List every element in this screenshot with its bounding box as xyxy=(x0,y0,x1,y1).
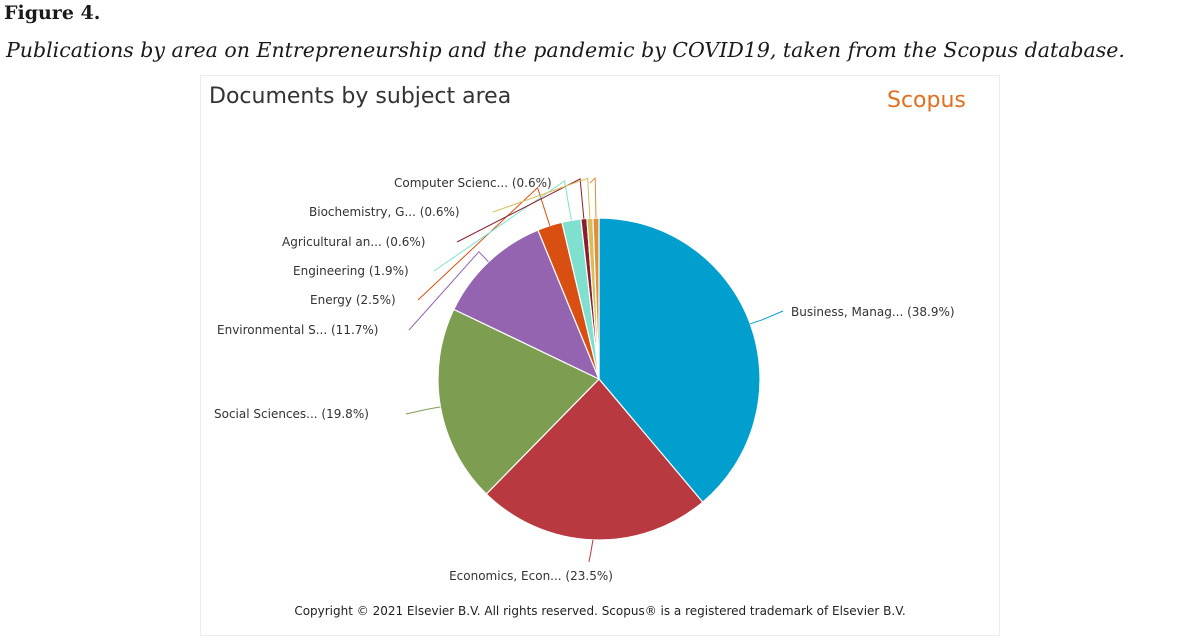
leader-line xyxy=(405,406,441,415)
pie-slice xyxy=(437,308,601,495)
slice-label: Computer Scienc... (0.6%) xyxy=(394,176,552,190)
figure-caption: Publications by area on Entrepreneurship… xyxy=(6,38,1125,62)
slice-label: Agricultural an... (0.6%) xyxy=(282,235,425,249)
slice-label: Energy (2.5%) xyxy=(310,293,396,307)
chart-title: Documents by subject area xyxy=(209,84,512,109)
leader-line xyxy=(750,310,784,325)
leader-line xyxy=(417,186,551,301)
figure-label: Figure 4. xyxy=(4,2,101,24)
slice-label: Business, Manag... (38.9%) xyxy=(791,305,955,319)
pie-slice xyxy=(453,229,601,381)
leader-line xyxy=(433,180,572,272)
slice-label: Biochemistry, G... (0.6%) xyxy=(309,205,460,219)
pie-slice xyxy=(485,378,704,541)
scopus-logo: Scopus xyxy=(887,88,966,113)
slice-label: Social Sciences... (19.8%) xyxy=(214,407,369,421)
chart-panel: Business, Manag... (38.9%) Economics, Eco… xyxy=(200,75,1000,636)
slice-label: Engineering (1.9%) xyxy=(293,264,409,278)
slice-label: Economics, Econ... (23.5%) xyxy=(449,569,613,583)
leader-line xyxy=(456,178,585,243)
copyright-notice: Copyright © 2021 Elsevier B.V. All right… xyxy=(294,604,906,618)
slice-label: Environmental S... (11.7%) xyxy=(217,323,378,337)
leader-line xyxy=(589,176,597,219)
pie-chart: Business, Manag... (38.9%) Economics, Eco… xyxy=(214,176,955,583)
leader-line xyxy=(492,177,591,219)
leader-line xyxy=(408,250,489,331)
leader-line xyxy=(588,539,594,562)
